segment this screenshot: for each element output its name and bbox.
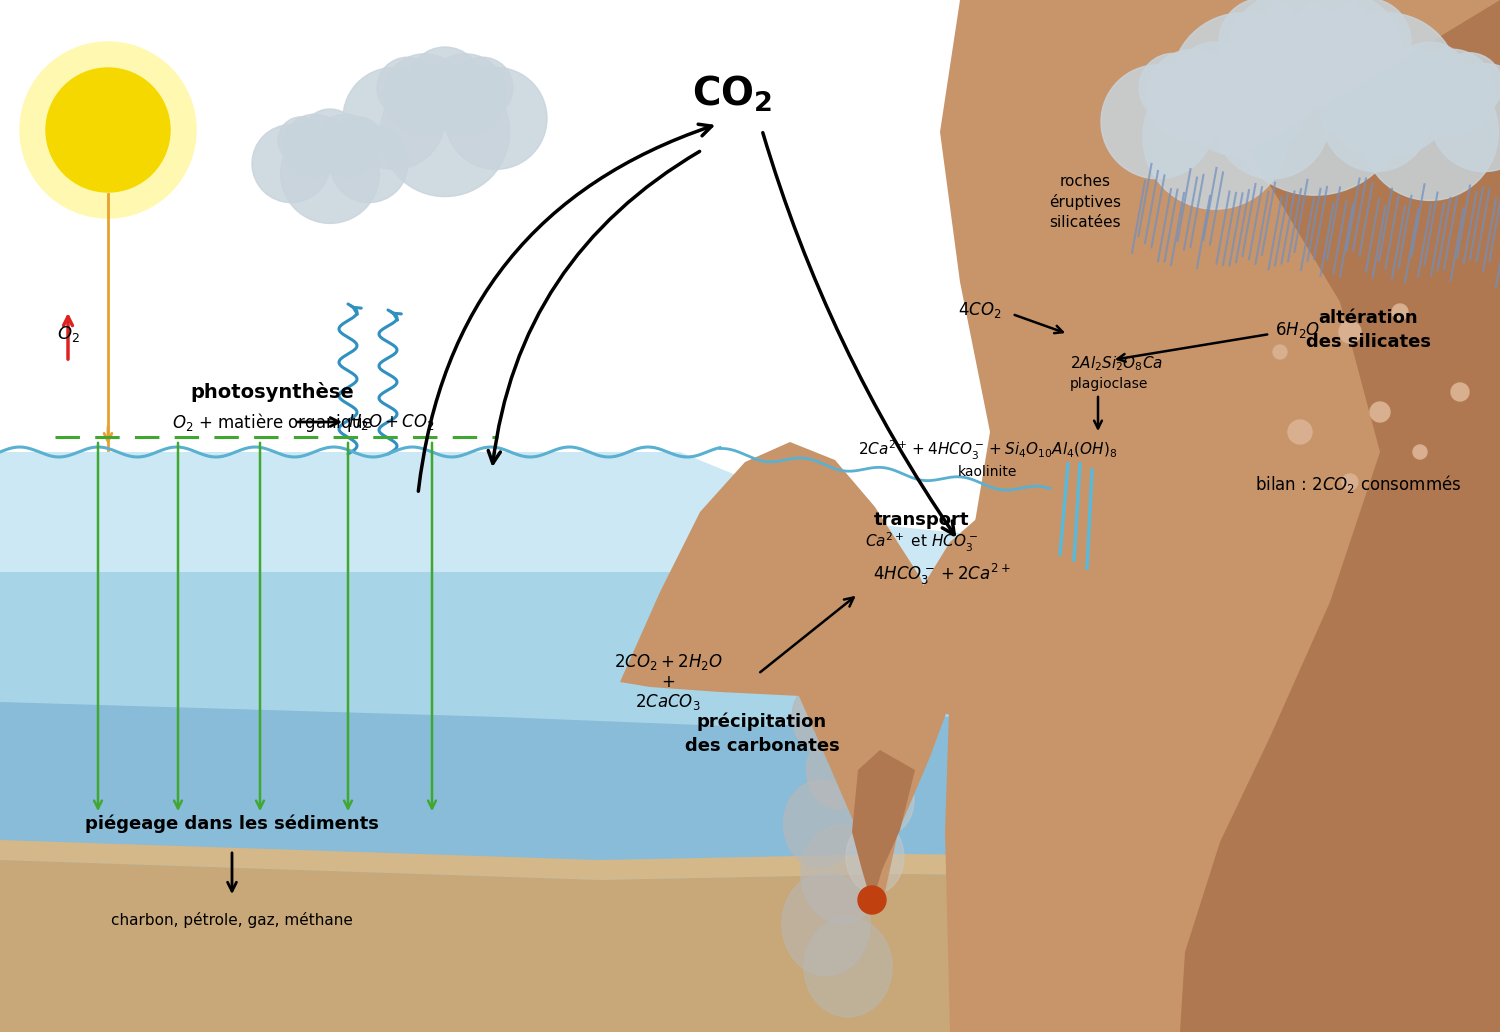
Text: $2Al_2Si_2O_8Ca$: $2Al_2Si_2O_8Ca$ (1070, 355, 1162, 374)
Circle shape (1220, 0, 1305, 85)
Circle shape (1215, 65, 1329, 179)
FancyArrowPatch shape (764, 133, 954, 535)
Circle shape (1143, 65, 1287, 209)
Circle shape (1365, 50, 1452, 135)
Circle shape (1437, 53, 1500, 118)
Polygon shape (1180, 0, 1500, 1032)
Circle shape (284, 115, 345, 176)
Circle shape (1370, 402, 1390, 422)
Circle shape (446, 67, 548, 169)
Circle shape (1222, 54, 1292, 122)
Ellipse shape (846, 820, 904, 894)
Circle shape (1316, 12, 1460, 157)
Ellipse shape (807, 731, 870, 809)
FancyArrowPatch shape (760, 598, 853, 672)
Text: transport: transport (874, 511, 969, 529)
Circle shape (858, 886, 886, 914)
Text: $2Ca^{2+}+4HCO_3^-+Si_4O_{10}Al_4(OH)_8$: $2Ca^{2+}+4HCO_3^-+Si_4O_{10}Al_4(OH)_8$ (858, 439, 1118, 461)
Circle shape (1138, 54, 1208, 122)
Circle shape (1413, 445, 1426, 459)
Text: roches
éruptives
silicatées: roches éruptives silicatées (1048, 174, 1120, 230)
Ellipse shape (783, 780, 856, 868)
Circle shape (1450, 383, 1468, 401)
Circle shape (1101, 65, 1215, 179)
Circle shape (376, 57, 438, 119)
Polygon shape (940, 0, 1500, 1032)
Polygon shape (795, 507, 1030, 897)
Ellipse shape (862, 766, 913, 834)
Text: $Ca^{2+}$ et $HCO_3^-$: $Ca^{2+}$ et $HCO_3^-$ (865, 530, 978, 553)
Circle shape (344, 67, 446, 169)
Circle shape (1192, 50, 1284, 140)
Circle shape (315, 115, 376, 176)
Text: plagioclase: plagioclase (1070, 377, 1149, 391)
Circle shape (46, 68, 170, 192)
Text: $+$: $+$ (662, 673, 675, 691)
Circle shape (1362, 64, 1498, 200)
Circle shape (1392, 304, 1408, 320)
FancyArrowPatch shape (419, 124, 711, 491)
Circle shape (1274, 345, 1287, 359)
Text: bilan : $2CO_2$ consommés: bilan : $2CO_2$ consommés (1256, 473, 1461, 495)
Circle shape (1224, 12, 1406, 195)
Text: $6H_2O$: $6H_2O$ (1275, 320, 1320, 340)
Polygon shape (0, 452, 1500, 637)
Circle shape (1342, 474, 1358, 490)
Text: piégeage dans les sédiments: piégeage dans les sédiments (86, 814, 380, 833)
Circle shape (302, 109, 358, 166)
Circle shape (408, 47, 483, 122)
Circle shape (1262, 0, 1368, 90)
Circle shape (1322, 64, 1430, 171)
Polygon shape (0, 860, 1500, 1032)
Ellipse shape (782, 872, 870, 975)
Circle shape (20, 42, 196, 218)
Text: $H_2O+CO_2$: $H_2O+CO_2$ (348, 412, 435, 432)
Ellipse shape (853, 713, 895, 771)
Text: précipitation
des carbonates: précipitation des carbonates (684, 713, 840, 755)
Circle shape (252, 125, 330, 202)
Circle shape (278, 117, 326, 164)
Circle shape (452, 57, 513, 119)
Text: $4CO_2$: $4CO_2$ (958, 300, 1002, 320)
Text: photosynthèse: photosynthèse (190, 382, 354, 402)
Text: kaolinite: kaolinite (958, 465, 1017, 479)
Circle shape (1288, 420, 1312, 444)
Ellipse shape (801, 825, 883, 923)
Circle shape (1358, 53, 1424, 118)
FancyArrowPatch shape (488, 152, 699, 463)
Circle shape (1172, 12, 1316, 157)
Circle shape (1173, 42, 1257, 126)
Polygon shape (0, 702, 1500, 1032)
Text: $4HCO_3^-+2Ca^{2+}$: $4HCO_3^-+2Ca^{2+}$ (873, 561, 1011, 586)
Circle shape (1408, 50, 1496, 135)
Polygon shape (0, 840, 1500, 880)
Circle shape (424, 54, 506, 135)
Circle shape (1340, 321, 1360, 343)
Text: $2CaCO_3$: $2CaCO_3$ (634, 692, 700, 712)
Ellipse shape (792, 683, 844, 751)
Text: altération
des silicates: altération des silicates (1305, 310, 1431, 351)
Circle shape (1228, 0, 1344, 108)
Circle shape (381, 67, 510, 197)
Circle shape (280, 125, 380, 223)
Circle shape (1286, 0, 1401, 108)
Polygon shape (0, 572, 1500, 1032)
Text: charbon, pétrole, gaz, méthane: charbon, pétrole, gaz, méthane (111, 912, 352, 928)
Circle shape (384, 54, 465, 135)
Circle shape (330, 125, 408, 202)
Circle shape (1324, 0, 1412, 85)
Polygon shape (940, 122, 1500, 767)
Circle shape (1390, 42, 1470, 121)
Circle shape (334, 117, 382, 164)
Polygon shape (852, 750, 915, 904)
Text: $\mathbf{CO_2}$: $\mathbf{CO_2}$ (692, 73, 772, 114)
Text: $O_2$ + matière organique: $O_2$ + matière organique (172, 411, 374, 433)
Polygon shape (620, 442, 950, 697)
Circle shape (1430, 64, 1500, 171)
Text: $O_2$: $O_2$ (57, 324, 80, 344)
Ellipse shape (804, 917, 892, 1017)
Circle shape (1146, 50, 1238, 140)
Text: $2CO_2+2H_2O$: $2CO_2+2H_2O$ (614, 652, 723, 672)
